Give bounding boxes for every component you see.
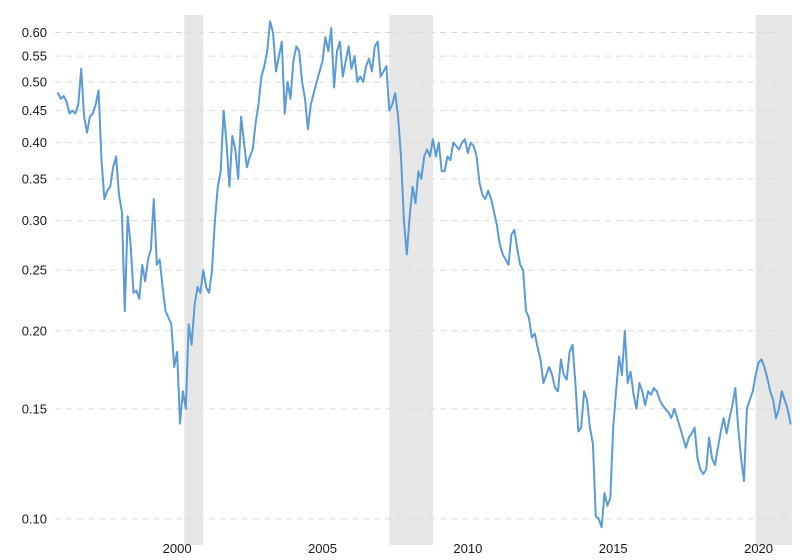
y-tick-label: 0.45 <box>22 103 47 118</box>
y-tick-label: 0.50 <box>22 75 47 90</box>
shaded-period-0 <box>184 15 204 545</box>
y-tick-label: 0.60 <box>22 25 47 40</box>
y-tick-label: 0.10 <box>22 511 47 526</box>
y-tick-label: 0.35 <box>22 171 47 186</box>
x-tick-label: 2020 <box>744 541 773 556</box>
y-tick-label: 0.40 <box>22 135 47 150</box>
shaded-period-2 <box>755 15 792 545</box>
x-axis-tick-labels: 2000 2005 2010 2015 2020 <box>163 541 773 556</box>
y-tick-label: 0.15 <box>22 401 47 416</box>
y-tick-label: 0.30 <box>22 213 47 228</box>
series-line <box>56 20 792 529</box>
x-tick-label: 2005 <box>308 541 337 556</box>
shaded-periods <box>184 15 792 545</box>
y-tick-label: 0.20 <box>22 323 47 338</box>
y-gridlines <box>55 32 792 520</box>
y-tick-label: 0.25 <box>22 263 47 278</box>
x-tick-label: 2010 <box>453 541 482 556</box>
y-tick-label: 0.55 <box>22 49 47 64</box>
y-axis-tick-labels: 0.10 0.15 0.20 0.25 0.30 0.35 0.40 0.45 0.50 0.55… <box>22 25 47 526</box>
x-tick-label: 2015 <box>599 541 628 556</box>
x-tick-label: 2000 <box>163 541 192 556</box>
